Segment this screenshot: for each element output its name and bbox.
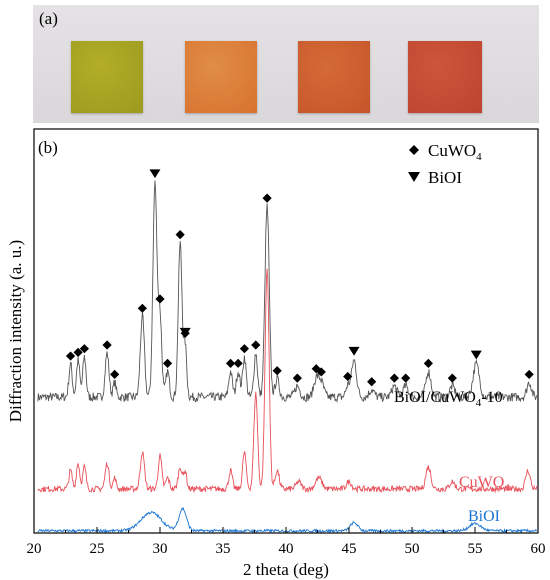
cuwo4-peak-marker <box>137 303 147 313</box>
cuwo4-peak-marker <box>262 193 272 203</box>
x-tick-label-20: 20 <box>27 541 42 557</box>
cuwo4-peak-marker <box>524 369 534 380</box>
sample-photo-panel: (a) <box>33 5 539 123</box>
cuwo4-peak-marker <box>343 371 353 382</box>
chart-labels: (b) 2 theta (deg) Diffraction intensity (a… <box>6 138 510 579</box>
series-line-2 <box>37 268 538 494</box>
bioi-peak-marker <box>348 346 360 356</box>
sample-square-3 <box>298 41 370 113</box>
x-tick-label-55: 55 <box>468 541 483 557</box>
cuwo4-peak-marker <box>316 367 326 377</box>
axes: 20 25 30 35 40 45 50 55 60 <box>27 128 546 557</box>
cuwo4-peak-marker <box>65 351 76 361</box>
cuwo4-peak-marker <box>155 294 165 304</box>
bioi-peak-marker <box>470 350 482 360</box>
cuwo4-peak-marker <box>73 347 83 357</box>
sample-square-4 <box>408 41 482 113</box>
cuwo4-peak-marker <box>233 358 243 368</box>
legend: CuWO4 BiOI <box>408 141 482 187</box>
cuwo4-peak-marker <box>367 377 377 387</box>
y-axis-label: Diffraction intensity (a. u.) <box>6 240 25 422</box>
x-tick-label-25: 25 <box>90 541 105 557</box>
legend-label-bioi: BiOI <box>428 168 462 187</box>
cuwo4-peak-marker <box>110 369 120 380</box>
axes-frame <box>33 128 539 534</box>
panel-label-a: (a) <box>39 9 58 28</box>
sample-square-2 <box>185 41 257 113</box>
series-line-1 <box>37 180 538 404</box>
cuwo4-peak-marker <box>423 358 433 368</box>
x-axis-label: 2 theta (deg) <box>243 560 329 579</box>
cuwo4-peak-marker <box>102 340 112 350</box>
cuwo4-peak-marker <box>272 366 282 376</box>
x-tick-label-30: 30 <box>153 541 168 557</box>
x-tick-label-40: 40 <box>279 541 294 557</box>
legend-triangle-icon <box>408 172 420 182</box>
series-line-3 <box>37 507 538 534</box>
cuwo4-peak-marker <box>239 344 250 354</box>
cuwo4-peak-marker <box>389 373 399 383</box>
cuwo4-peak-marker <box>175 230 185 240</box>
cuwo4-peak-marker <box>251 340 261 350</box>
legend-label-cuwo4: CuWO4 <box>428 141 482 163</box>
x-tick-label-35: 35 <box>216 541 231 557</box>
peak-markers <box>65 169 534 387</box>
cuwo4-peak-marker <box>292 373 302 383</box>
series-label-bioi: BiOI <box>468 508 500 525</box>
x-tick-label-60: 60 <box>531 541 546 557</box>
cuwo4-peak-marker <box>311 364 321 374</box>
xrd-chart: 20 25 30 35 40 45 50 55 60 CuWO4 BiOI (b) 2 theta … <box>6 128 546 579</box>
x-tick-label-50: 50 <box>405 541 420 557</box>
legend-diamond-icon <box>409 145 419 155</box>
cuwo4-peak-marker <box>162 358 173 368</box>
cuwo4-peak-marker <box>401 373 411 383</box>
sample-square-1 <box>71 41 143 113</box>
plot-area <box>37 180 538 534</box>
bioi-peak-marker <box>149 169 161 179</box>
panel-label-b: (b) <box>38 138 58 157</box>
series-label-cuwo4: CuWO4 <box>459 474 510 494</box>
series-label-composite: BiOI/CuWO4-10 <box>394 389 503 409</box>
cuwo4-peak-marker <box>447 373 457 383</box>
bioi-peak-marker <box>179 327 191 337</box>
x-tick-label-45: 45 <box>342 541 357 557</box>
